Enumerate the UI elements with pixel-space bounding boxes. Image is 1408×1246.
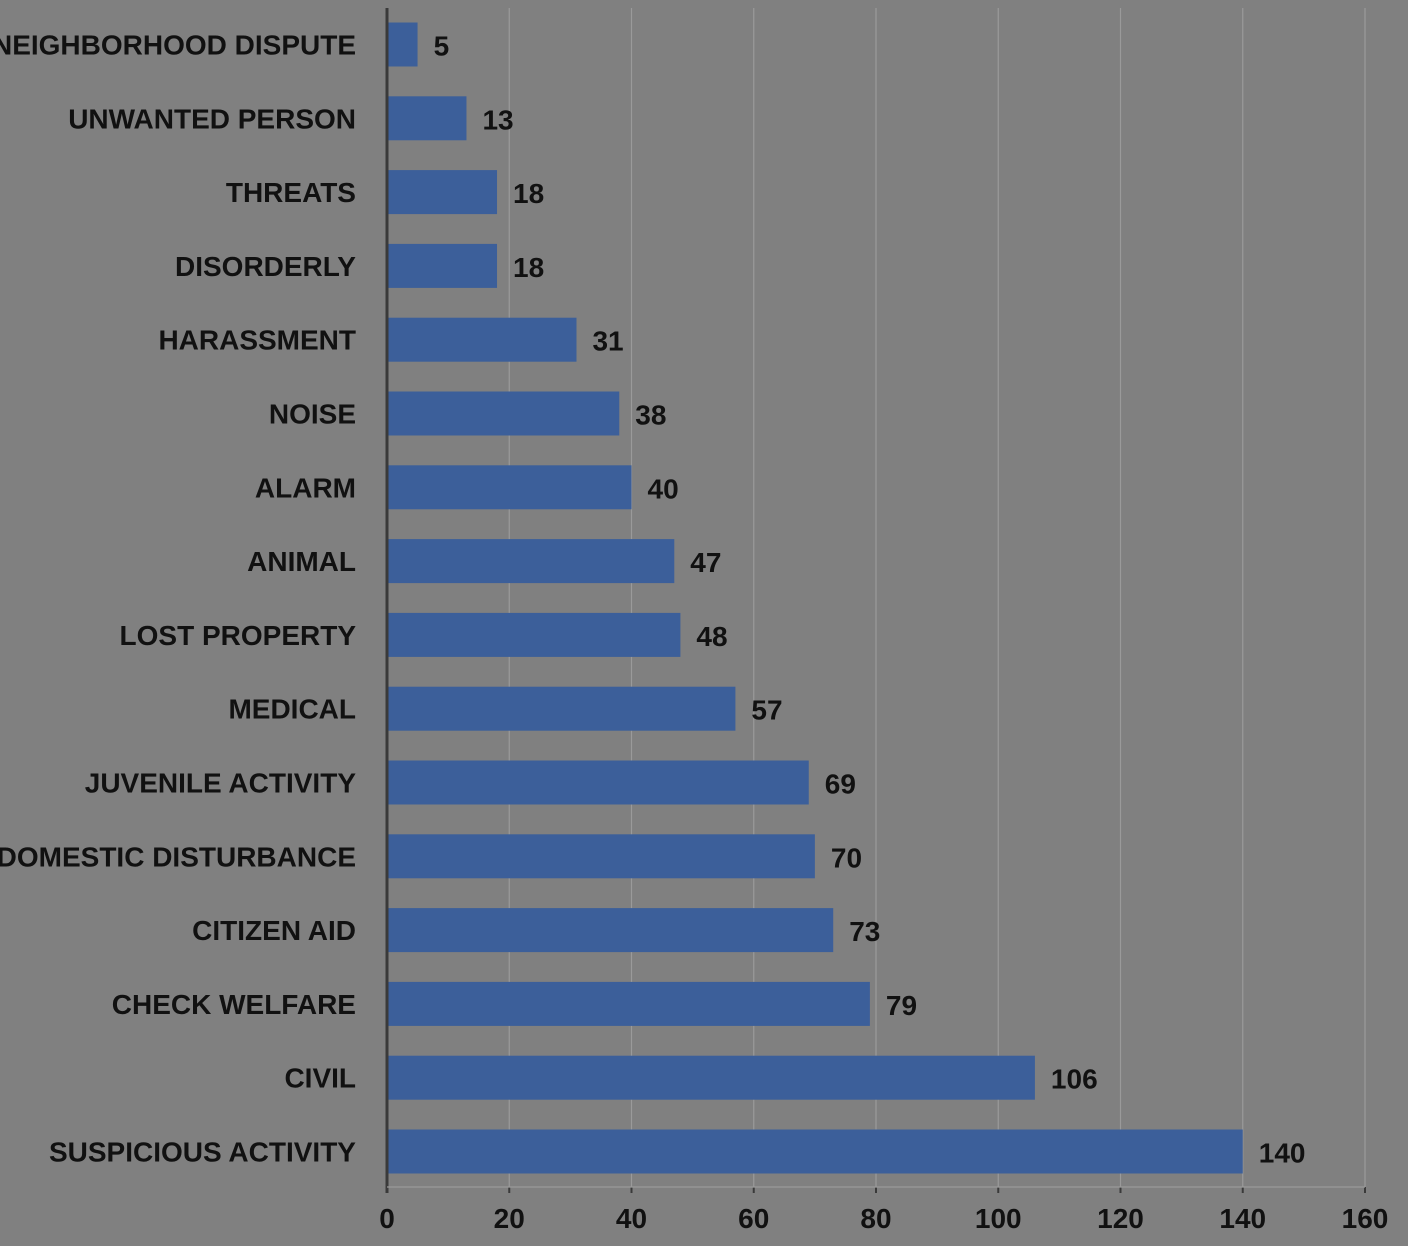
x-tick-label: 0 — [379, 1203, 395, 1234]
category-label: DOMESTIC DISTURBANCE — [0, 841, 356, 872]
data-label: 70 — [831, 842, 862, 873]
x-tick-label: 160 — [1342, 1203, 1389, 1234]
bar — [387, 1129, 1243, 1174]
gridlines — [508, 8, 1366, 1187]
category-label: CIVIL — [284, 1063, 356, 1094]
category-label: ALARM — [255, 472, 356, 503]
data-label: 69 — [825, 769, 856, 800]
bar — [387, 465, 632, 510]
category-label: HARASSMENT — [158, 325, 356, 356]
data-label: 5 — [434, 31, 450, 62]
data-label: 31 — [592, 326, 623, 357]
bars — [387, 22, 1243, 1174]
data-label: 79 — [886, 990, 917, 1021]
bar — [387, 243, 498, 288]
category-label: CHECK WELFARE — [112, 989, 356, 1020]
bar — [387, 539, 675, 584]
x-tick-label: 140 — [1219, 1203, 1266, 1234]
data-label: 73 — [849, 916, 880, 947]
bar — [387, 908, 834, 953]
bar — [387, 96, 467, 141]
bar — [387, 612, 681, 657]
bar — [387, 317, 577, 362]
category-label: DISORDERLY — [175, 251, 356, 282]
data-label: 140 — [1259, 1138, 1306, 1169]
bar — [387, 22, 418, 67]
bar — [387, 686, 736, 731]
x-tick-label: 20 — [494, 1203, 525, 1234]
bar — [387, 1055, 1035, 1100]
category-label: MEDICAL — [228, 694, 356, 725]
category-label: ANIMAL — [247, 546, 356, 577]
data-label: 18 — [513, 252, 544, 283]
category-label: THREATS — [226, 177, 356, 208]
data-label: 57 — [751, 695, 782, 726]
data-label: 38 — [635, 400, 666, 431]
category-label: SUSPICIOUS ACTIVITY — [49, 1137, 356, 1168]
data-label: 40 — [648, 473, 679, 504]
bar — [387, 834, 815, 879]
category-label: CITIZEN AID — [192, 915, 356, 946]
labels: 0 20 40 60 80 100 120 140 160 5 NEIGHBORHOOD DISPU… — [0, 30, 1388, 1235]
data-label: 48 — [696, 621, 727, 652]
category-label: JUVENILE ACTIVITY — [85, 768, 357, 799]
x-tick-label: 120 — [1097, 1203, 1144, 1234]
x-tick-label: 100 — [975, 1203, 1022, 1234]
bar — [387, 981, 870, 1026]
bar — [387, 170, 498, 215]
data-label: 18 — [513, 178, 544, 209]
x-tick-label: 60 — [738, 1203, 769, 1234]
bar — [387, 760, 809, 805]
axes — [385, 8, 1366, 1193]
data-label: 13 — [482, 104, 513, 135]
data-label: 47 — [690, 547, 721, 578]
x-tick-label: 80 — [860, 1203, 891, 1234]
category-label: NEIGHBORHOOD DISPUTE — [0, 30, 356, 61]
x-tick-label: 40 — [616, 1203, 647, 1234]
category-label: NOISE — [269, 399, 356, 430]
category-label: LOST PROPERTY — [120, 620, 357, 651]
bar — [387, 391, 620, 436]
category-label: UNWANTED PERSON — [68, 103, 356, 134]
data-label: 106 — [1051, 1064, 1098, 1095]
